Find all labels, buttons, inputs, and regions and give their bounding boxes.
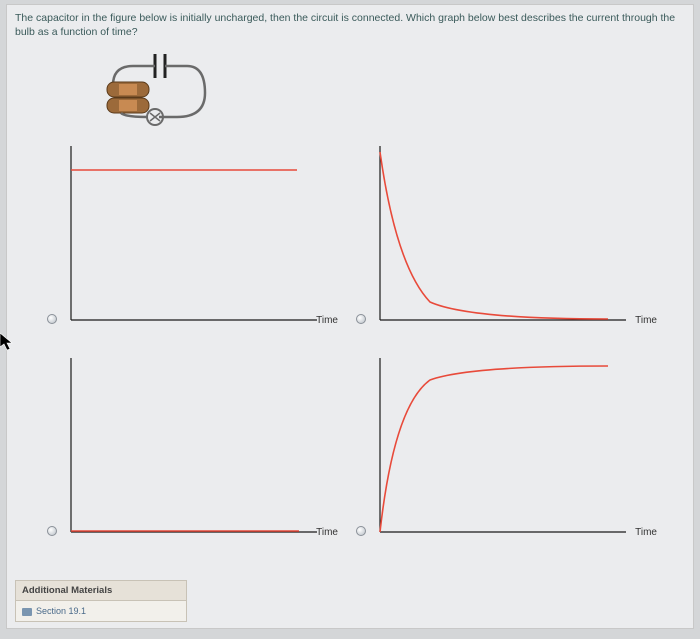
graph-option-decay[interactable]: Time: [358, 136, 653, 342]
graph-option-rise[interactable]: Time: [358, 348, 653, 554]
additional-link[interactable]: Section 19.1: [15, 601, 187, 622]
graph-option-constant[interactable]: Time: [49, 136, 344, 342]
book-icon: [22, 608, 32, 616]
question-text: The capacitor in the figure below is ini…: [15, 11, 685, 39]
xlabel: Time: [635, 315, 657, 326]
graph-option-zero[interactable]: Time: [49, 348, 344, 554]
circuit-figure: [77, 47, 685, 132]
additional-header: Additional Materials: [15, 580, 187, 601]
xlabel: Time: [635, 527, 657, 538]
section-link-text: Section 19.1: [36, 606, 86, 616]
xlabel: Time: [316, 527, 338, 538]
additional-materials: Additional Materials Section 19.1: [15, 580, 187, 622]
cursor-pointer: [0, 331, 16, 353]
graph-grid: Time Time Time: [49, 136, 653, 554]
xlabel: Time: [316, 315, 338, 326]
